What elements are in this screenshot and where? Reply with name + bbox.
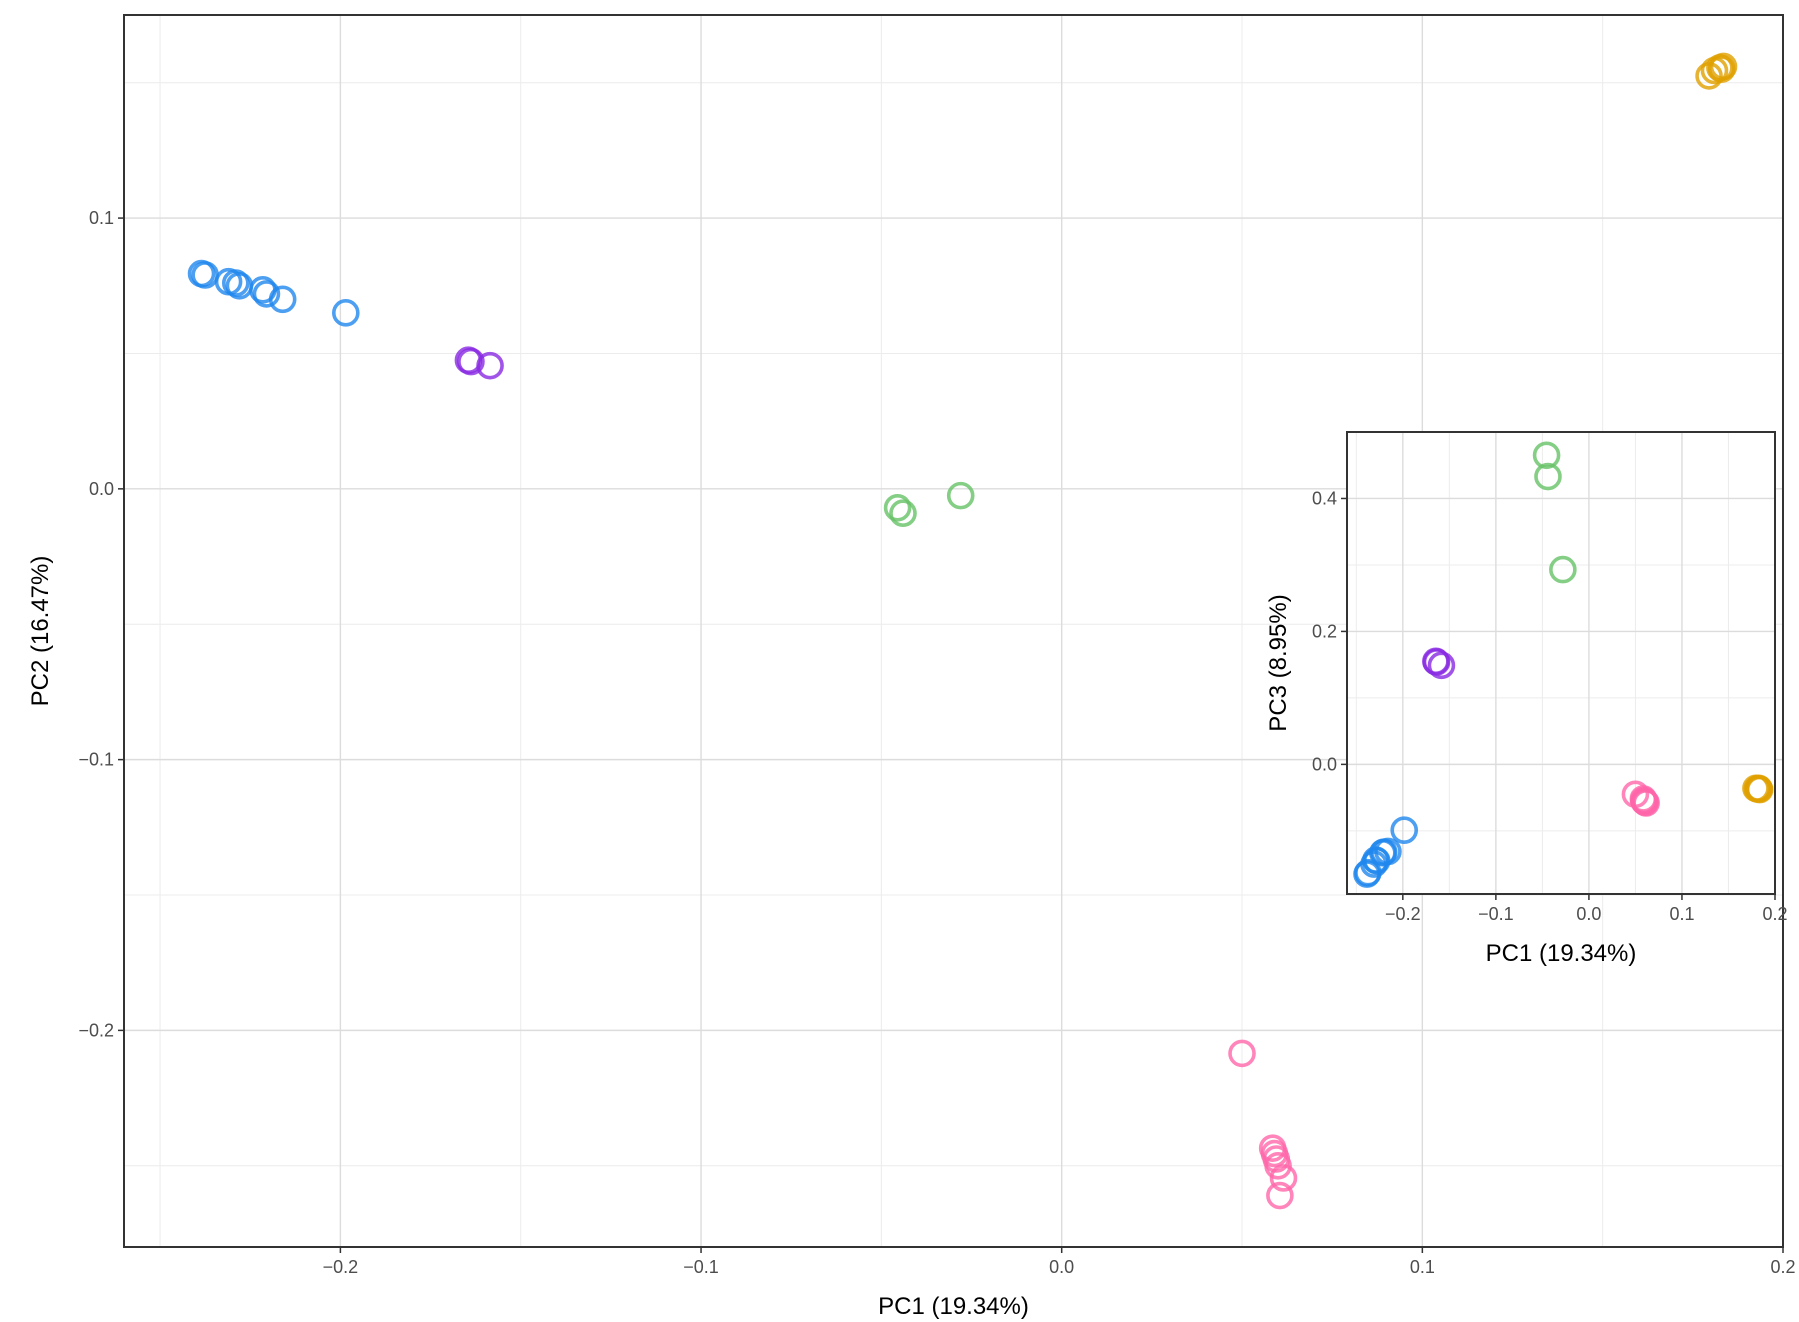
main-point	[222, 269, 250, 297]
inset-x-tick-label: 0.0	[1576, 904, 1601, 924]
inset-y-tick-label: 0.2	[1312, 621, 1337, 641]
main-y-tick-label: 0.0	[89, 479, 114, 499]
inset-y-tick-label: 0.4	[1312, 488, 1337, 508]
inset-point	[1390, 816, 1419, 844]
inset-panel-border	[1346, 431, 1776, 895]
main-y-axis: −0.2 −0.1 0.0 0.1	[78, 208, 124, 1040]
main-x-tick-label: 0.0	[1049, 1257, 1074, 1277]
inset-y-axis: 0.0 0.2 0.4	[1312, 488, 1347, 774]
inset-points	[1353, 441, 1774, 888]
main-point	[1707, 55, 1736, 83]
main-point	[946, 481, 975, 510]
inset-point	[1532, 441, 1561, 470]
inset-point	[1631, 788, 1660, 817]
inset-x-tick-label: −0.2	[1385, 904, 1421, 924]
main-points	[187, 52, 1738, 1210]
main-x-axis-title: PC1 (19.34%)	[878, 1293, 1029, 1320]
main-point	[476, 351, 504, 380]
main-y-tick-label: −0.2	[78, 1020, 114, 1040]
inset-point	[1374, 837, 1402, 866]
inset-x-tick-label: 0.2	[1762, 904, 1787, 924]
main-x-axis: −0.2 −0.1 0.0 0.1 0.2	[323, 1247, 1796, 1277]
main-point	[1264, 1151, 1292, 1180]
main-y-axis-title: PC2 (16.47%)	[27, 556, 54, 707]
inset-panel-background	[1347, 432, 1775, 894]
inset-point	[1422, 648, 1451, 676]
main-point	[1269, 1164, 1298, 1192]
main-point	[883, 493, 912, 522]
main-point	[268, 285, 297, 314]
main-point	[1228, 1039, 1256, 1068]
main-y-tick-label: 0.1	[89, 208, 114, 228]
inset-point	[1549, 555, 1577, 584]
main-point	[332, 299, 360, 327]
main-x-tick-label: −0.2	[323, 1257, 359, 1277]
inset-y-axis-title: PC3 (8.95%)	[1265, 594, 1292, 731]
inset-point	[1745, 775, 1773, 803]
inset-x-tick-label: 0.1	[1669, 904, 1694, 924]
inset-y-tick-label: 0.0	[1312, 754, 1337, 774]
inset-scatter-panel: −0.2 −0.1 0.0 0.1 0.2 0.0 0.2 0.4 PC1 (19.34%)…	[1265, 431, 1788, 967]
main-panel-border	[123, 14, 1784, 1248]
inset-x-axis: −0.2 −0.1 0.0 0.1 0.2	[1385, 894, 1788, 924]
inset-x-tick-label: −0.1	[1478, 904, 1514, 924]
main-point	[457, 347, 485, 376]
main-x-tick-label: 0.1	[1410, 1257, 1435, 1277]
main-y-tick-label: −0.1	[78, 750, 114, 770]
inset-point	[1534, 462, 1562, 491]
main-point	[1266, 1181, 1294, 1210]
inset-point	[1427, 651, 1456, 680]
inset-x-axis-title: PC1 (19.34%)	[1486, 940, 1637, 967]
main-point	[889, 499, 917, 528]
main-x-tick-label: 0.2	[1770, 1257, 1795, 1277]
main-x-tick-label: −0.1	[683, 1257, 719, 1277]
main-point	[252, 280, 281, 308]
